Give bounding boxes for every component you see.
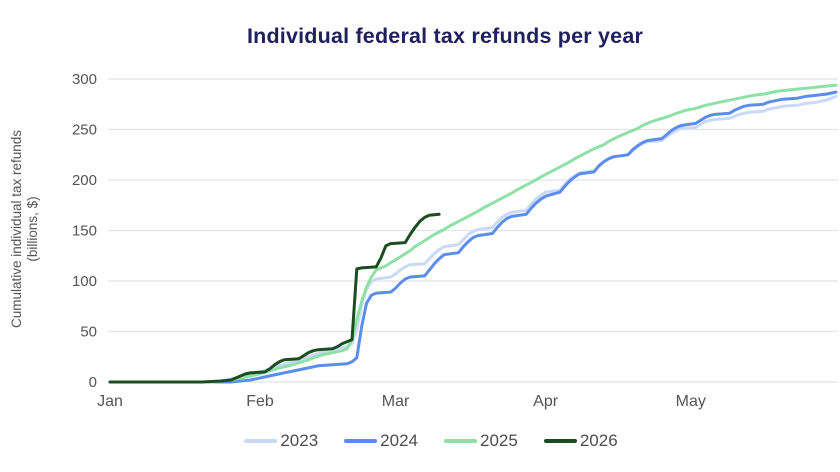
legend-label-2026: 2026 [579, 431, 618, 450]
series-line-2026 [108, 212, 441, 384]
y-axis-title: Cumulative individual tax refunds (billi… [9, 130, 40, 328]
series-line-2025 [108, 83, 838, 384]
legend-item-2025: 2025 [444, 431, 518, 451]
y-tick-150: 150 [72, 223, 97, 240]
x-tick-feb: Feb [246, 393, 274, 410]
x-axis-tick-labels: Jan Feb Mar Apr May [97, 393, 706, 410]
series-line-2024 [108, 90, 838, 384]
y-tick-50: 50 [80, 324, 97, 341]
y-tick-100: 100 [72, 273, 97, 290]
chart-title: Individual federal tax refunds per year [246, 24, 644, 48]
series-line-2023 [108, 94, 838, 384]
x-tick-jan: Jan [97, 393, 123, 410]
x-tick-mar: Mar [382, 393, 410, 410]
y-axis-tick-labels: 0 50 100 150 200 250 300 [72, 71, 97, 391]
legend-label-2025: 2025 [480, 431, 518, 450]
legend-label-2024: 2024 [380, 431, 418, 450]
y-tick-300: 300 [72, 71, 97, 88]
legend-item-2026: 2026 [543, 431, 618, 451]
legend-swatch-2026 [543, 438, 577, 444]
y-tick-200: 200 [72, 172, 97, 189]
y-axis-label-line2: (billions, $) [25, 196, 40, 261]
x-tick-may: May [676, 393, 706, 410]
x-tick-apr: Apr [533, 393, 559, 410]
chart-legend: 2023 2024 2025 2026 [0, 431, 840, 451]
y-tick-0: 0 [89, 374, 97, 391]
legend-swatch-2025 [444, 438, 477, 444]
legend-swatch-2024 [344, 438, 378, 444]
legend-label-2023: 2023 [280, 431, 319, 450]
legend-swatch-2023 [244, 438, 278, 444]
legend-item-2024: 2024 [344, 431, 418, 451]
legend-item-2023: 2023 [244, 431, 318, 451]
y-tick-250: 250 [72, 122, 97, 139]
data-series [108, 83, 838, 384]
y-axis-label-line1: Cumulative individual tax refunds [9, 130, 24, 328]
